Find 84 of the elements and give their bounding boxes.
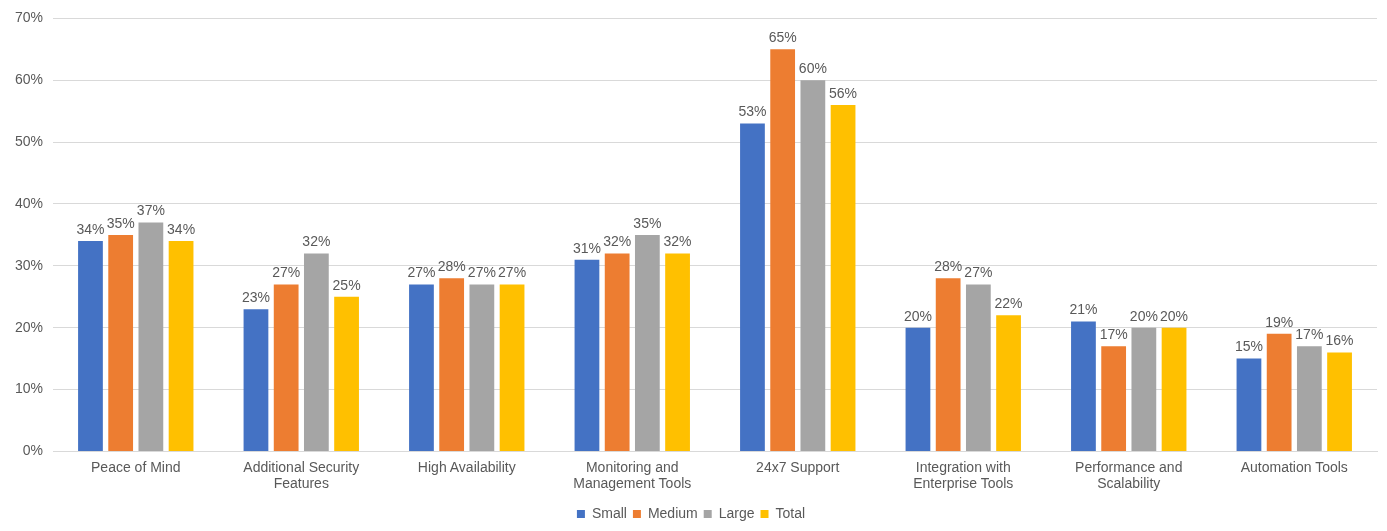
bar (1266, 333, 1292, 451)
y-tick-label: 70% (14, 9, 44, 26)
bar (935, 278, 961, 451)
data-label: 20% (1129, 307, 1158, 324)
data-label: 16% (1325, 332, 1354, 349)
bar (800, 80, 826, 451)
bar (1131, 327, 1157, 451)
bar (1327, 352, 1352, 451)
bar (1101, 346, 1127, 451)
data-label: 34% (76, 220, 105, 237)
x-tick-label: 24x7 Support (756, 458, 840, 475)
bar (634, 234, 660, 451)
y-tick-label: 50% (14, 132, 44, 149)
bar (499, 284, 525, 451)
bar (78, 241, 103, 451)
x-tick-label: Peace of Mind (91, 458, 181, 475)
data-label: 27% (467, 264, 496, 281)
bar (243, 309, 269, 451)
data-label: 28% (437, 258, 466, 275)
bar (996, 315, 1021, 451)
data-label: 28% (934, 258, 963, 275)
bar (574, 259, 600, 451)
bar (1071, 321, 1096, 451)
bar (138, 222, 164, 451)
data-label: 23% (241, 288, 270, 305)
bar (469, 284, 495, 451)
y-tick-label: 60% (14, 71, 44, 88)
bar (770, 49, 796, 451)
legend-label: Small (591, 504, 627, 521)
bar (168, 241, 194, 451)
bar (1161, 327, 1187, 451)
data-label: 27% (407, 264, 436, 281)
x-tick-label: High Availability (417, 458, 516, 475)
data-label: 35% (106, 214, 135, 231)
data-label: 27% (964, 264, 993, 281)
data-label: 32% (603, 233, 632, 250)
data-label: 35% (633, 214, 662, 231)
data-label: 27% (498, 264, 527, 281)
data-label: 60% (798, 60, 827, 77)
data-label: 25% (332, 276, 361, 293)
data-label: 32% (663, 233, 692, 250)
bar (334, 296, 359, 451)
x-tick-label: Integration with Enterprise Tools (913, 458, 1014, 492)
bar (108, 234, 134, 451)
data-label: 20% (903, 307, 932, 324)
y-tick-label: 30% (14, 256, 44, 273)
bar (905, 327, 931, 451)
bar (409, 284, 434, 451)
data-label: 19% (1265, 313, 1294, 330)
data-label: 32% (302, 233, 331, 250)
bar (1236, 358, 1262, 451)
data-label: 27% (272, 264, 301, 281)
data-label: 53% (738, 103, 767, 120)
x-tick-label: Automation Tools (1240, 458, 1348, 475)
data-label: 15% (1234, 338, 1263, 355)
legend-label: Medium (647, 504, 698, 521)
data-label: 22% (994, 295, 1023, 312)
data-label: 37% (136, 202, 165, 219)
y-tick-label: 40% (14, 194, 44, 211)
y-tick-label: 0% (22, 442, 44, 459)
x-tick-label: Monitoring and Management Tools (573, 458, 692, 492)
x-tick-label: Performance and Scalability (1075, 458, 1183, 492)
bar (273, 284, 299, 451)
bar (665, 253, 690, 451)
data-label: 56% (829, 84, 858, 101)
legend-label: Large (718, 504, 755, 521)
bar (740, 123, 765, 451)
bar (439, 278, 465, 451)
bar (965, 284, 991, 451)
data-label: 34% (167, 220, 196, 237)
bar (1296, 346, 1322, 451)
bar (303, 253, 329, 451)
y-tick-label: 10% (14, 380, 44, 397)
y-tick-label: 20% (14, 318, 44, 335)
data-label: 20% (1160, 307, 1189, 324)
data-label: 17% (1295, 326, 1324, 343)
data-label: 21% (1069, 301, 1098, 318)
legend-label: Total (775, 504, 806, 521)
data-label: 17% (1099, 326, 1128, 343)
data-label: 31% (572, 239, 601, 256)
bar (604, 253, 630, 451)
data-label: 65% (768, 29, 797, 46)
x-tick-label: Additional Security Features (243, 458, 360, 492)
bar (830, 105, 856, 451)
